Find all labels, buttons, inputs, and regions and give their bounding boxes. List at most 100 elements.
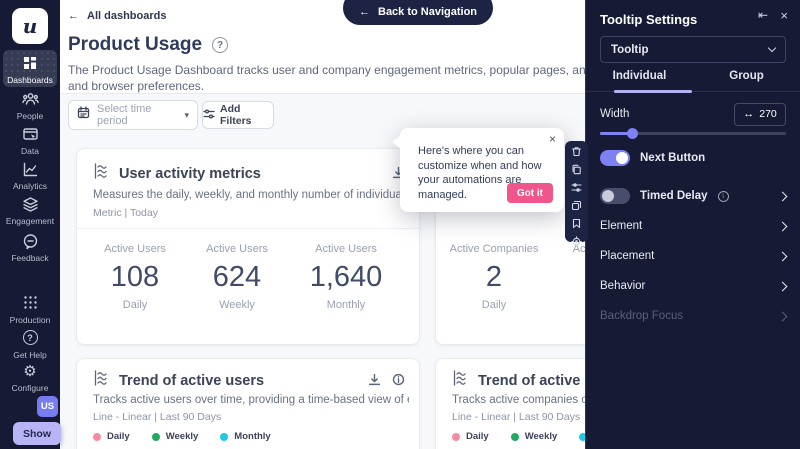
sidebar-item-configure[interactable]: ⚙ Configure xyxy=(0,363,60,393)
element-row[interactable]: Element xyxy=(600,216,788,236)
experience-type-value: Tooltip xyxy=(611,43,649,56)
gear-icon: ⚙ xyxy=(0,363,60,380)
card-meta: Metric | Today xyxy=(93,207,158,219)
sidebar-item-engagement[interactable]: Engagement xyxy=(0,196,60,226)
back-to-navigation-button[interactable]: ← Back to Navigation xyxy=(343,0,494,25)
duplicate-icon[interactable] xyxy=(571,198,582,216)
metric-label: Active Users xyxy=(206,243,268,255)
next-button-toggle[interactable] xyxy=(600,150,630,166)
calendar-icon xyxy=(77,106,90,124)
sidebar-item-feedback[interactable]: Feedback xyxy=(0,233,60,263)
sidebar-item-label: Feedback xyxy=(11,253,49,263)
sidebar-item-production[interactable]: Production xyxy=(0,295,60,325)
card-description: Tracks active users over time, providing… xyxy=(93,394,409,406)
width-arrow-icon: ↔ xyxy=(743,108,755,120)
filter-sliders-icon xyxy=(203,108,215,123)
backdrop-focus-label: Backdrop Focus xyxy=(600,310,684,322)
backdrop-focus-row[interactable]: Backdrop Focus xyxy=(600,306,788,326)
legend-label: Weekly xyxy=(524,431,558,442)
chevron-right-icon xyxy=(777,221,788,231)
metric-label: Active Users xyxy=(104,243,166,255)
metric-monthly-active-users: Active Users 1,640 Monthly xyxy=(288,243,404,311)
sidebar-item-label: Data xyxy=(21,146,39,156)
sidebar-item-analytics[interactable]: Analytics xyxy=(0,161,60,191)
metric-icon xyxy=(93,162,111,185)
info-icon[interactable]: i xyxy=(717,190,729,202)
placement-label: Placement xyxy=(600,250,655,262)
collapse-panel-icon[interactable]: ⇤ xyxy=(757,8,768,22)
weekly-dot-icon xyxy=(151,432,160,441)
chevron-right-icon xyxy=(777,281,788,291)
info-icon[interactable] xyxy=(392,373,405,386)
tab-group[interactable]: Group xyxy=(729,70,764,82)
sidebar-item-people[interactable]: People xyxy=(0,91,60,121)
metric-period: Daily xyxy=(481,299,507,311)
card-meta: Line - Linear | Last 90 Days xyxy=(93,411,222,423)
back-to-all-dashboards-link[interactable]: ← All dashboards xyxy=(68,10,166,22)
experience-type-select[interactable]: Tooltip xyxy=(600,36,786,63)
metric-weekly-active-users: Active Users 624 Weekly xyxy=(179,243,295,311)
card-title: Trend of active users xyxy=(119,372,265,389)
trash-icon[interactable] xyxy=(571,144,582,162)
userpilot-logo[interactable]: u xyxy=(12,8,48,44)
behavior-row[interactable]: Behavior xyxy=(600,276,788,296)
copy-icon[interactable] xyxy=(571,162,582,180)
close-icon[interactable]: × xyxy=(780,8,788,23)
chevron-right-icon xyxy=(777,311,788,321)
width-slider[interactable] xyxy=(600,128,786,139)
sidebar-item-dashboards[interactable]: Dashboards xyxy=(0,55,60,85)
active-tab-indicator xyxy=(614,90,692,93)
legend-label: Monthly xyxy=(234,431,271,442)
metric-icon xyxy=(452,369,470,392)
panel-tabs: Individual Group xyxy=(586,70,800,92)
close-icon[interactable]: × xyxy=(548,132,556,146)
people-icon xyxy=(0,91,60,108)
width-value-input[interactable]: ↔ 270 xyxy=(734,102,786,126)
got-it-button[interactable]: Got it xyxy=(506,183,553,203)
next-button-label: Next Button xyxy=(640,152,706,164)
toggle-knob xyxy=(616,152,628,164)
download-icon[interactable] xyxy=(368,373,381,386)
tab-individual[interactable]: Individual xyxy=(612,70,667,82)
sidebar-item-data[interactable]: Data xyxy=(0,126,60,156)
gear-glyph: ⚙ xyxy=(23,363,37,380)
legend-weekly: Weekly xyxy=(510,431,558,442)
help-icon[interactable]: ? xyxy=(212,37,229,53)
width-value: 270 xyxy=(759,108,777,120)
settings-sliders-icon[interactable] xyxy=(571,180,582,198)
bookmark-icon[interactable] xyxy=(571,216,582,234)
legend-label: Daily xyxy=(107,431,130,442)
placement-row[interactable]: Placement xyxy=(600,246,788,266)
show-button[interactable]: Show xyxy=(13,422,61,445)
timed-delay-toggle[interactable] xyxy=(600,188,630,204)
add-filters-label: Add Filters xyxy=(220,103,252,127)
add-filters-button[interactable]: Add Filters xyxy=(202,101,274,129)
metric-value: 1,640 xyxy=(309,261,383,293)
back-to-navigation-label: Back to Navigation xyxy=(378,5,478,18)
monthly-dot-icon xyxy=(220,432,229,441)
sidebar-item-label: Engagement xyxy=(5,216,55,226)
caret-down-icon: ▾ xyxy=(184,109,189,120)
feedback-bubble-icon xyxy=(0,233,60,250)
time-period-placeholder: Select time period xyxy=(97,103,152,127)
sidebar-item-label: Dashboards xyxy=(7,75,53,85)
engagement-layers-icon xyxy=(0,196,60,213)
time-period-select[interactable]: Select time period ▾ xyxy=(68,100,198,130)
dashboards-icon xyxy=(0,55,60,72)
card-description: Measures the daily, weekly, and monthly … xyxy=(93,189,409,201)
main-sidebar: u Dashboards People Data Analytics Engag… xyxy=(0,0,60,449)
metric-period: Weekly xyxy=(219,299,255,311)
legend-label: Daily xyxy=(466,431,489,442)
sidebar-item-get-help[interactable]: ? Get Help xyxy=(0,330,60,360)
target-icon[interactable] xyxy=(571,234,582,252)
sidebar-item-label: People xyxy=(16,111,44,121)
popup-tail xyxy=(392,135,401,149)
sidebar-item-label: Get Help xyxy=(13,350,47,360)
active-item-highlight xyxy=(3,50,57,87)
slider-thumb[interactable] xyxy=(626,128,638,139)
production-grid-icon xyxy=(0,295,60,312)
trend-active-users-card: Trend of active users Tracks active user… xyxy=(76,358,420,449)
sidebar-item-label: Configure xyxy=(11,383,49,393)
user-avatar[interactable]: US xyxy=(37,396,58,417)
